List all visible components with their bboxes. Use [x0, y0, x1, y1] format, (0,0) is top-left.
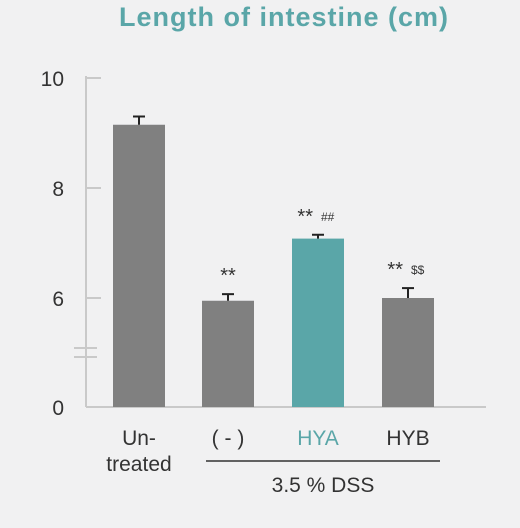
significance-label-secondary: ## — [321, 210, 335, 224]
bar — [292, 238, 344, 407]
y-tick-label: 6 — [52, 288, 64, 311]
category-label: HYB — [386, 427, 429, 450]
significance-label: ** — [387, 259, 403, 281]
chart-title: Length of intestine (cm) — [119, 2, 449, 32]
significance-label: ** — [297, 206, 313, 228]
y-tick-label: 8 — [52, 178, 64, 201]
y-tick-label: 10 — [41, 68, 64, 91]
group-label: 3.5 % DSS — [272, 474, 375, 497]
bar — [382, 298, 434, 407]
category-label: HYA — [297, 427, 339, 450]
category-label: treated — [106, 453, 171, 476]
category-label: Un- — [122, 427, 156, 450]
y-tick-label: 0 — [52, 397, 64, 420]
category-label: ( - ) — [212, 427, 245, 450]
bar — [202, 300, 254, 407]
significance-label: ** — [220, 265, 236, 287]
bar — [113, 124, 165, 407]
significance-label-secondary: $$ — [411, 263, 425, 277]
